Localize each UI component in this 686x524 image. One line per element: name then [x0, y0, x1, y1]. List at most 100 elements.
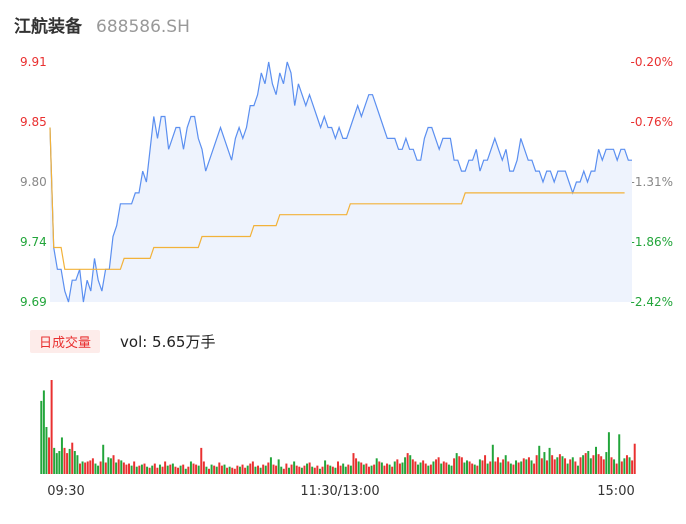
volume-bar [89, 460, 92, 474]
volume-bar [375, 458, 378, 474]
volume-bar [391, 466, 394, 474]
volume-bar [512, 464, 515, 474]
stock-code: 688586.SH [96, 17, 190, 37]
volume-bar [220, 465, 223, 474]
volume-bar [380, 462, 383, 474]
volume-bar [445, 462, 448, 474]
volume-bar [458, 456, 461, 474]
volume-bar [241, 464, 244, 474]
volume-bar [313, 467, 316, 474]
volume-bar [600, 456, 603, 474]
volume-bar [164, 461, 167, 474]
volume-bar [411, 459, 414, 474]
volume-bar [489, 461, 492, 474]
volume-bar [326, 464, 329, 474]
volume-bar [344, 466, 347, 474]
volume-bar [383, 465, 386, 474]
volume-bar [393, 461, 396, 474]
volume-bar [406, 453, 409, 474]
volume-bar [158, 464, 161, 474]
volume-bar [525, 459, 528, 474]
volume-bar [582, 455, 585, 474]
volume-bar [187, 466, 190, 474]
volume-bar [146, 466, 149, 474]
volume-bar [540, 458, 543, 474]
volume-tag[interactable]: 日成交量 [30, 330, 101, 353]
y-tick-left: 9.91 [20, 55, 47, 69]
volume-bar [287, 467, 290, 474]
volume-bar [177, 467, 180, 474]
volume-bar [587, 451, 590, 474]
volume-bar [579, 457, 582, 474]
volume-bar [40, 400, 43, 474]
volume-bar [60, 437, 63, 474]
volume-bar [613, 459, 616, 474]
volume-bar [633, 443, 636, 474]
volume-bar [213, 465, 216, 474]
volume-bar [466, 460, 468, 474]
volume-bar [192, 463, 195, 474]
volume-bar [416, 464, 419, 474]
volume-bar [236, 465, 239, 474]
volume-bar [254, 466, 257, 474]
volume-bar [246, 465, 249, 474]
volume-bar [435, 459, 438, 474]
volume-bar [133, 461, 136, 474]
volume-bar [597, 454, 600, 474]
volume-bar [63, 447, 66, 474]
volume-bar [468, 461, 471, 474]
volume-bar [424, 463, 427, 474]
volume-bar [357, 461, 360, 474]
volume-bar [316, 465, 319, 474]
volume-bar [205, 466, 208, 474]
volume-bar [429, 464, 432, 474]
volume-bar [602, 459, 605, 474]
volume-bar [404, 457, 407, 474]
volume-bar [388, 464, 391, 474]
volume-bar [166, 465, 169, 474]
volume-bar [515, 460, 518, 474]
volume-bar [102, 444, 105, 474]
volume-bar [484, 455, 487, 474]
volume-bar [120, 460, 123, 474]
volume-bar [303, 465, 306, 474]
volume-bar [496, 457, 499, 474]
volume-bar [569, 459, 572, 474]
volume-bar [48, 437, 51, 474]
y-tick-left: 9.74 [20, 235, 47, 249]
volume-bar [595, 446, 597, 474]
volume-bar [169, 464, 172, 474]
volume-bar [584, 453, 587, 474]
volume-bar [53, 447, 56, 474]
volume-bar [68, 448, 71, 474]
average-line [49, 127, 625, 270]
volume-bar [228, 466, 231, 474]
volume-bar [79, 463, 81, 474]
volume-bar [618, 434, 621, 474]
volume-bar [342, 463, 345, 474]
volume-bar [409, 455, 412, 474]
volume-bar [551, 455, 554, 474]
volume-bar [200, 447, 203, 474]
y-tick-right: -0.76% [631, 115, 673, 129]
volume-bar [504, 455, 507, 474]
volume-bar [453, 458, 456, 474]
volume-bar [367, 466, 370, 474]
volume-bar [282, 468, 285, 474]
volume-bar [277, 459, 280, 474]
volume-bar [543, 452, 546, 474]
y-tick-right: -2.42% [631, 295, 673, 309]
price-area [50, 62, 632, 302]
volume-bar [427, 465, 430, 474]
volume-bar [91, 458, 94, 474]
volume-bar [58, 451, 61, 474]
volume-bar [215, 466, 218, 474]
volume-bar [396, 459, 399, 474]
volume-bar [308, 462, 311, 474]
volume-bar [339, 465, 342, 474]
volume-bar [373, 464, 376, 474]
volume-bar [107, 457, 110, 474]
volume-bar [535, 455, 538, 474]
volume-bar [156, 467, 159, 474]
volume-bar [628, 457, 631, 474]
